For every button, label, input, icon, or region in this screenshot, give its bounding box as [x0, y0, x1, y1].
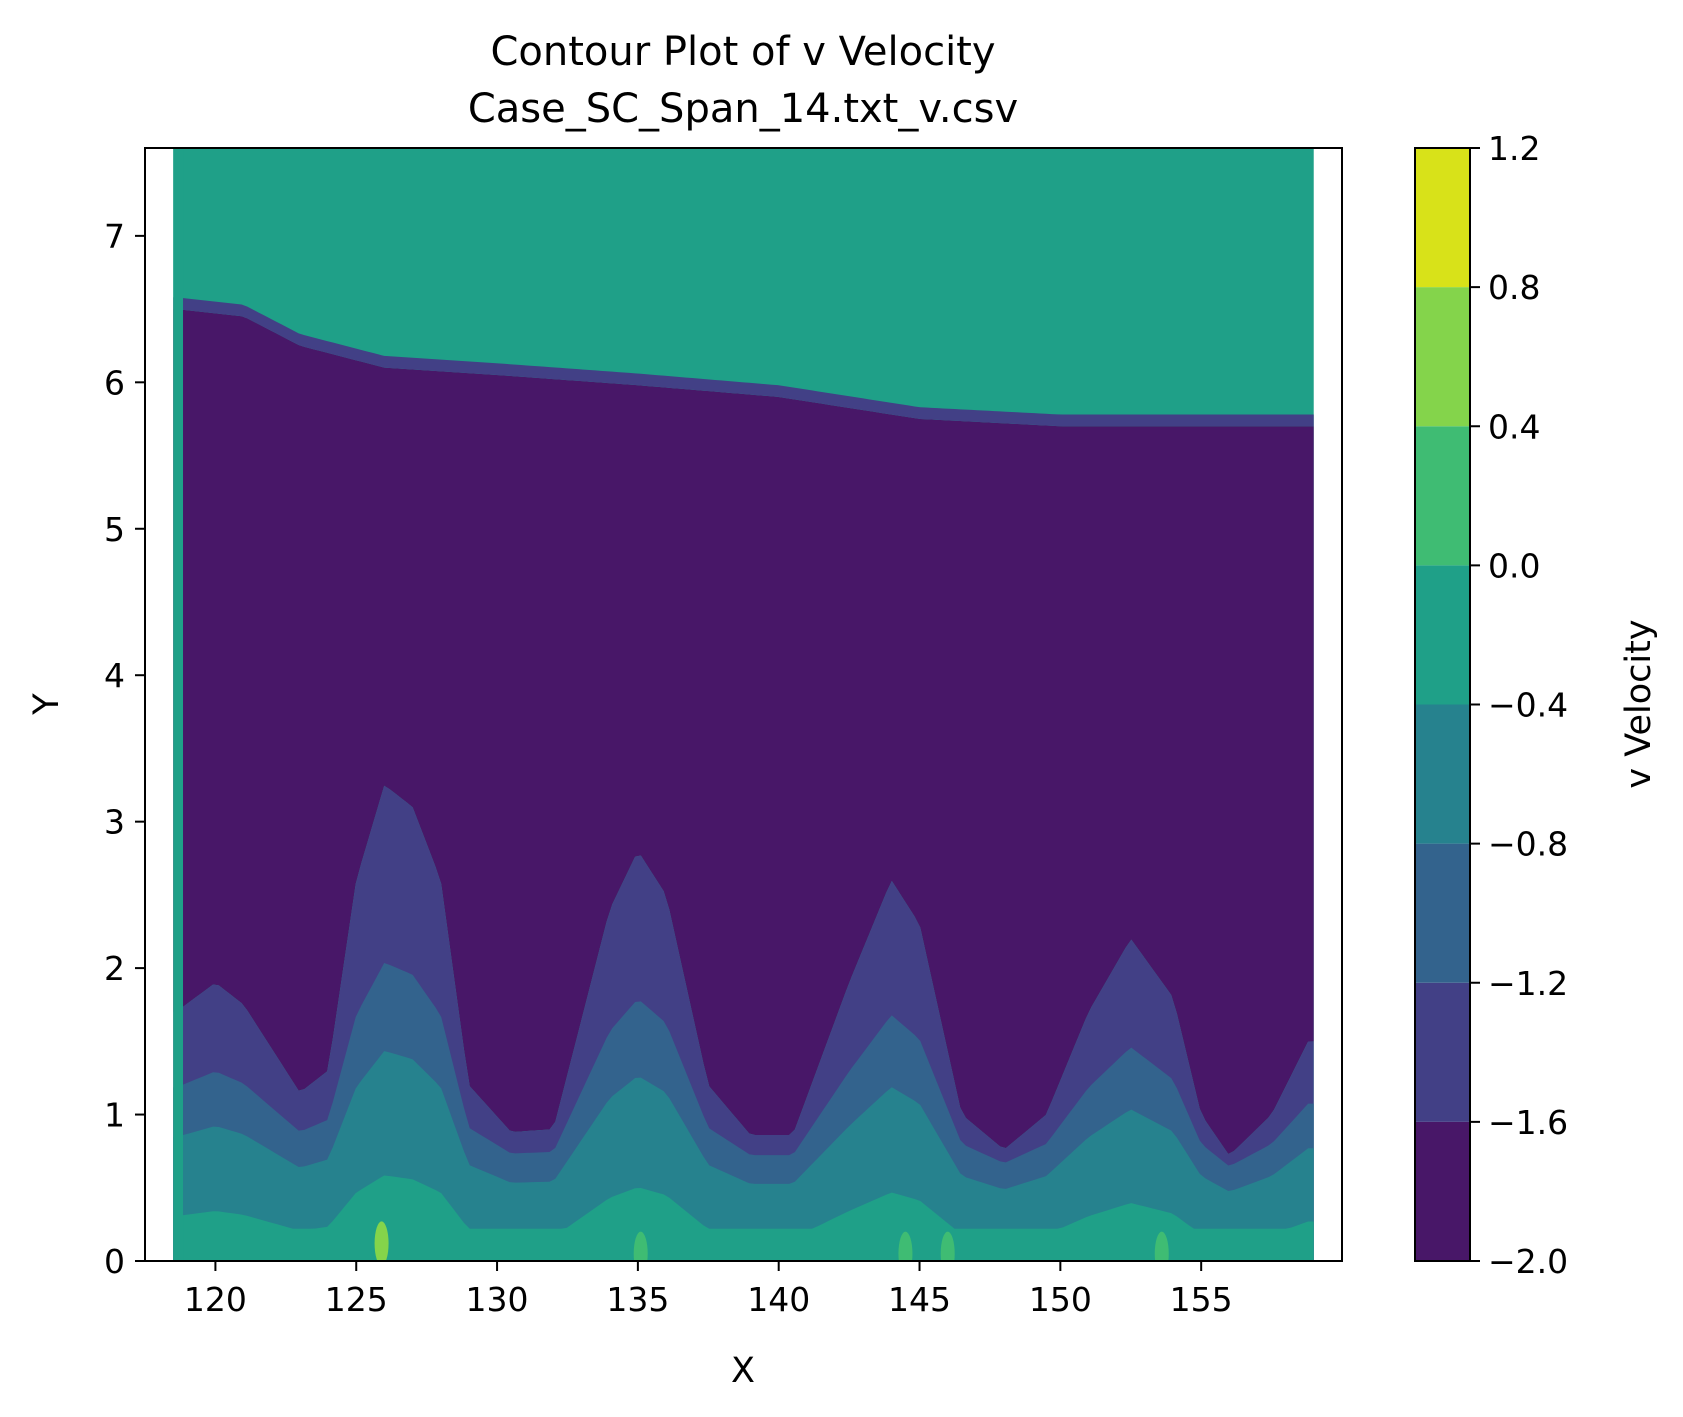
y-tick-label: 0: [104, 1242, 125, 1281]
colorbar: [1415, 148, 1470, 1261]
x-axis-label: X: [731, 1351, 755, 1391]
colorbar-tick-label: 0.4: [1488, 407, 1540, 446]
colorbar-tick-label: −0.4: [1488, 686, 1568, 725]
colorbar-segment: [1415, 843, 1470, 983]
x-tick-label: 125: [325, 1280, 388, 1319]
contour-spot-0: [374, 1221, 389, 1261]
colorbar-tick-label: 1.2: [1488, 129, 1540, 168]
colorbar-segment: [1415, 704, 1470, 844]
x-tick-label: 120: [184, 1280, 247, 1319]
colorbar-segment: [1415, 148, 1470, 288]
colorbar-label: v Velocity: [1619, 619, 1659, 788]
colorbar-ticks: 1.2 0.8 0.4 0.0 −0.4 −0.8 −1.2 −1.6 −2.0: [1470, 129, 1568, 1281]
colorbar-tick-label: 0.8: [1488, 268, 1540, 307]
y-tick-label: 3: [104, 803, 125, 842]
colorbar-segment: [1415, 287, 1470, 427]
x-tick-label: 155: [1170, 1280, 1233, 1319]
colorbar-segment: [1415, 1121, 1470, 1261]
plot-area: [145, 148, 1342, 1261]
x-axis-ticks: 120 125 130 135 140 145 150 155: [184, 1261, 1233, 1319]
x-tick-label: 140: [747, 1280, 810, 1319]
y-axis-label: Y: [27, 693, 67, 716]
plot-frame: [144, 147, 1343, 1262]
contour-spot-2: [898, 1231, 913, 1261]
colorbar-tick-label: −2.0: [1488, 1242, 1568, 1281]
colorbar-segment: [1415, 565, 1470, 705]
colorbar-segment: [1415, 982, 1470, 1122]
chart-subtitle: Case_SC_Span_14.txt_v.csv: [468, 86, 1018, 132]
y-tick-label: 6: [104, 363, 125, 402]
y-axis-ticks: 0 1 2 3 4 5 6 7: [104, 217, 145, 1281]
contour-upper-transition: [173, 297, 1314, 427]
contour-left-edge: [173, 148, 184, 1261]
colorbar-tick-label: −1.2: [1488, 964, 1568, 1003]
chart-title: Contour Plot of v Velocity: [490, 29, 995, 75]
contour-spot-3: [940, 1231, 955, 1261]
contour-band-wall: [173, 1175, 1314, 1261]
y-tick-label: 5: [104, 510, 125, 549]
contour-spot-4: [1154, 1231, 1169, 1261]
colorbar-segment: [1415, 426, 1470, 566]
colorbar-tick-label: −0.8: [1488, 825, 1568, 864]
y-tick-label: 1: [104, 1096, 125, 1135]
y-tick-label: 2: [104, 949, 125, 988]
contour-band-3: [173, 1051, 1314, 1261]
y-tick-label: 4: [104, 656, 125, 695]
x-tick-label: 150: [1029, 1280, 1092, 1319]
colorbar-tick-label: −1.6: [1488, 1103, 1568, 1142]
contour-spot-1: [633, 1231, 648, 1261]
x-tick-label: 130: [466, 1280, 529, 1319]
contour-fill: [173, 148, 1314, 1261]
x-tick-label: 135: [606, 1280, 669, 1319]
contour-core-region: [173, 309, 1314, 1155]
y-tick-label: 7: [104, 217, 125, 256]
x-tick-label: 145: [888, 1280, 951, 1319]
colorbar-tick-label: 0.0: [1488, 546, 1540, 585]
